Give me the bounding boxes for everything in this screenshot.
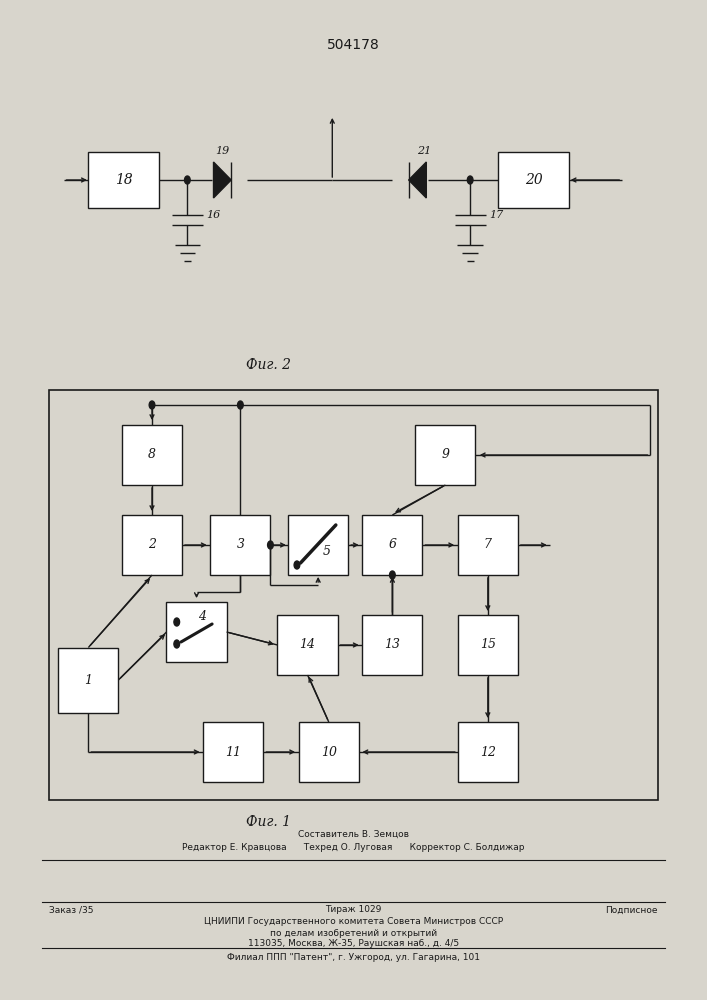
Bar [363, 615, 423, 675]
Text: 8: 8 [148, 448, 156, 462]
Text: 2: 2 [148, 538, 156, 552]
Text: 13: 13 [385, 639, 400, 652]
Bar [204, 722, 264, 782]
Bar [498, 152, 569, 208]
Bar [49, 390, 658, 800]
Text: Филиал ППП "Патент", г. Ужгород, ул. Гагарина, 101: Филиал ППП "Патент", г. Ужгород, ул. Гаг… [227, 954, 480, 962]
Text: 17: 17 [489, 210, 503, 220]
Text: 6: 6 [388, 538, 397, 552]
Circle shape [185, 176, 190, 184]
Text: Тираж 1029: Тираж 1029 [325, 906, 382, 914]
Polygon shape [214, 162, 231, 198]
Text: 16: 16 [206, 210, 221, 220]
Text: по делам изобретений и открытий: по делам изобретений и открытий [270, 928, 437, 938]
Text: 20: 20 [525, 173, 543, 187]
Bar [299, 722, 359, 782]
Text: 11: 11 [226, 746, 241, 758]
Bar [288, 515, 349, 575]
Text: 4: 4 [198, 610, 206, 623]
Text: 5: 5 [322, 545, 331, 558]
Bar [277, 615, 338, 675]
Circle shape [268, 541, 273, 549]
Bar [122, 425, 182, 485]
Text: 7: 7 [484, 538, 492, 552]
Bar [167, 602, 226, 662]
Text: Фиг. 1: Фиг. 1 [246, 815, 291, 829]
Bar [458, 515, 518, 575]
Text: 1: 1 [84, 674, 93, 686]
Text: ЦНИИПИ Государственного комитета Совета Министров СССР: ЦНИИПИ Государственного комитета Совета … [204, 918, 503, 926]
Bar [211, 515, 271, 575]
Text: Заказ /35: Заказ /35 [49, 906, 94, 914]
Bar [458, 615, 518, 675]
Text: Фиг. 2: Фиг. 2 [246, 358, 291, 372]
Circle shape [294, 561, 300, 569]
Text: Редактор Е. Кравцова      Техред О. Луговая      Корректор С. Болдижар: Редактор Е. Кравцова Техред О. Луговая К… [182, 842, 525, 851]
Text: 12: 12 [480, 746, 496, 758]
Text: 504178: 504178 [327, 38, 380, 52]
Bar [416, 425, 475, 485]
Text: 21: 21 [417, 146, 431, 156]
Bar [363, 515, 423, 575]
Circle shape [238, 401, 243, 409]
Text: 19: 19 [216, 146, 230, 156]
Text: Подписное: Подписное [605, 906, 658, 914]
Circle shape [149, 401, 155, 409]
Text: Составитель В. Земцов: Составитель В. Земцов [298, 830, 409, 838]
Circle shape [174, 618, 180, 626]
Bar [458, 722, 518, 782]
Circle shape [390, 571, 395, 579]
Text: 3: 3 [236, 538, 245, 552]
Bar [58, 648, 118, 712]
Circle shape [174, 640, 180, 648]
Text: 18: 18 [115, 173, 133, 187]
Text: 9: 9 [441, 448, 450, 462]
Bar [122, 515, 182, 575]
Text: 113035, Москва, Ж-35, Раушская наб., д. 4/5: 113035, Москва, Ж-35, Раушская наб., д. … [248, 940, 459, 948]
Text: 14: 14 [300, 639, 315, 652]
Polygon shape [409, 162, 426, 198]
Bar [88, 152, 159, 208]
Text: 10: 10 [321, 746, 337, 758]
Circle shape [467, 176, 473, 184]
Text: 15: 15 [480, 639, 496, 652]
